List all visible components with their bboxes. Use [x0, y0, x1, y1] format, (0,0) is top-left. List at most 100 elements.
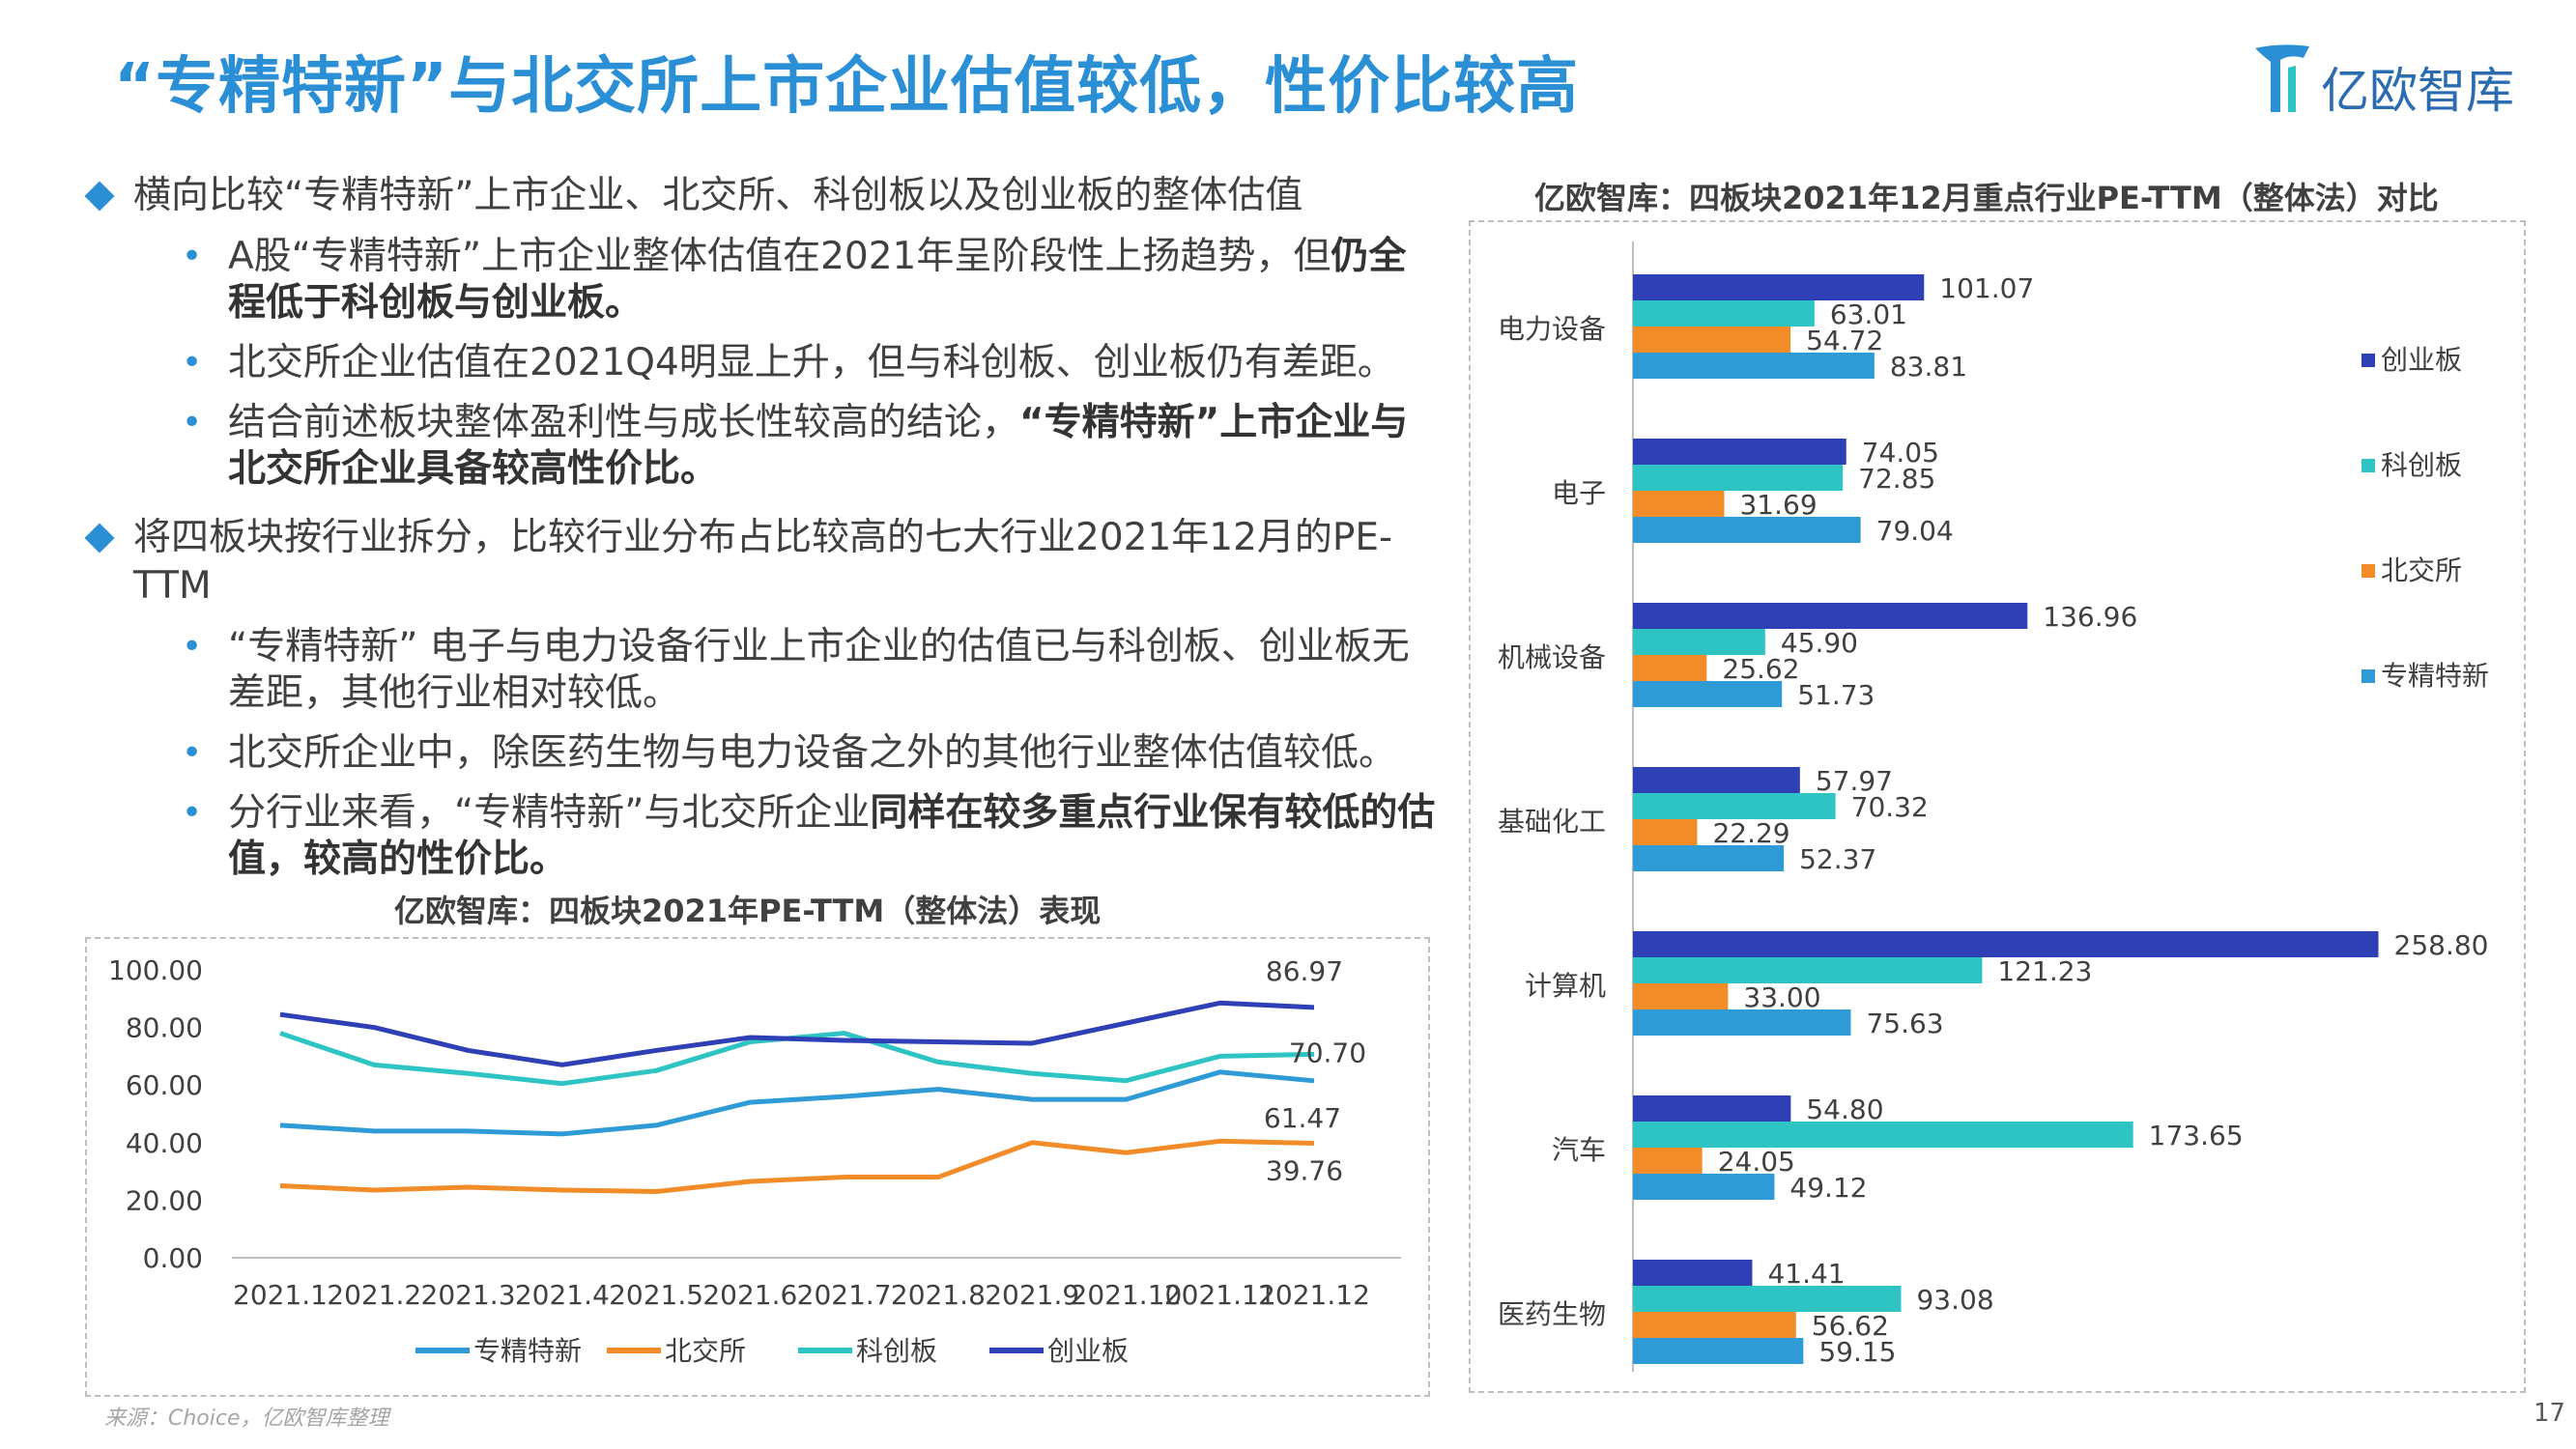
series-line-北交所 [279, 1138, 1315, 1194]
bar-专精特新 [1633, 517, 1861, 543]
bar-value-label: 83.81 [1890, 351, 1967, 383]
x-tick-label: 2021.10 [1071, 1279, 1183, 1311]
y-tick-label: 20.00 [126, 1184, 203, 1216]
x-tick-label: 2021.5 [609, 1279, 703, 1311]
x-tick-label: 2021.6 [702, 1279, 797, 1311]
bar-value-label: 57.97 [1816, 765, 1893, 797]
dot-bullet-icon: • [182, 627, 203, 667]
category-label: 计算机 [1525, 970, 1606, 1002]
bar-value-label: 173.65 [2149, 1120, 2244, 1151]
legend-swatch [2361, 669, 2375, 683]
bullet-text: 分行业来看，“专精特新”与北交所企业 [228, 791, 871, 835]
category-label: 机械设备 [1498, 641, 1606, 673]
bar-value-label: 70.32 [1851, 791, 1929, 823]
sub-bullet: • “专精特新” 电子与电力设备行业上市企业的估值已与科创板、创业板无差距，其他行… [85, 624, 1438, 717]
bar-value-label: 24.05 [1718, 1146, 1795, 1178]
bar-北交所 [1633, 655, 1707, 681]
bar-创业板 [1633, 1095, 1791, 1122]
bar-专精特新 [1633, 1174, 1775, 1200]
logo-icon [2255, 44, 2309, 112]
legend-label: 专精特新 [2381, 660, 2489, 692]
x-tick-label: 2021.4 [515, 1279, 610, 1311]
bar-科创板 [1633, 957, 1983, 983]
bar-value-label: 52.37 [1799, 843, 1876, 875]
bar-科创板 [1633, 793, 1836, 819]
bar-value-label: 22.29 [1712, 817, 1789, 849]
x-tick-label: 2021.9 [985, 1279, 1079, 1311]
line-chart-title: 亿欧智库：四板块2021年PE-TTM（整体法）表现 [394, 893, 1102, 929]
category-label: 汽车 [1552, 1134, 1606, 1166]
series-line-专精特新 [279, 1069, 1315, 1137]
bullet-text: 将四板块按行业拆分，比较行业分布占比较高的七大行业2021年12月的PE-TTM [133, 516, 1393, 608]
legend-label: 专精特新 [473, 1335, 582, 1367]
dot-bullet-icon: • [182, 793, 203, 833]
bar-专精特新 [1633, 1338, 1804, 1364]
bullet-1: 横向比较“专精特新”上市企业、北交所、科创板以及创业板的整体估值 [84, 172, 1438, 220]
legend-swatch [2361, 354, 2375, 367]
bar-value-label: 258.80 [2394, 929, 2489, 961]
end-data-label: 70.70 [1289, 1037, 1366, 1068]
bar-chart-title: 亿欧智库：四板块2021年12月重点行业PE-TTM（整体法）对比 [1534, 180, 2439, 216]
x-tick-label: 2021.12 [1258, 1279, 1370, 1311]
legend-swatch [2361, 564, 2375, 578]
bar-创业板 [1633, 931, 2379, 957]
bar-value-label: 49.12 [1789, 1172, 1867, 1204]
bar-value-label: 101.07 [1939, 272, 2034, 304]
page-number: 17 [2533, 1399, 2566, 1428]
bar-value-label: 74.05 [1862, 437, 1939, 469]
bar-value-label: 79.04 [1876, 515, 1954, 547]
bar-科创板 [1633, 465, 1844, 491]
line-chart-frame: 0.00 20.00 40.00 60.00 80.00 100.00 2021.1 2021… [85, 937, 1430, 1397]
bar-创业板 [1633, 767, 1800, 793]
sub-bullet: • 结合前述板块整体盈利性与成长性较高的结论，“专精特新”上市企业与北交所企业具备… [85, 400, 1438, 493]
bar-value-label: 121.23 [1997, 955, 2092, 987]
x-tick-label: 2021.7 [797, 1279, 892, 1311]
category-label: 电子 [1552, 477, 1606, 509]
bar-创业板 [1633, 274, 1925, 300]
bar-专精特新 [1633, 353, 1875, 379]
bullet-bold-text: “专精特新”上市企业与北交所企业具备较高性价比。 [228, 401, 1409, 491]
bar-value-label: 54.72 [1806, 325, 1883, 356]
legend-label: 北交所 [2381, 554, 2462, 586]
bar-value-label: 63.01 [1830, 298, 1907, 330]
y-tick-label: 80.00 [126, 1012, 203, 1044]
bar-value-label: 72.85 [1858, 463, 1935, 495]
bullet-text: 北交所企业估值在2021Q4明显上升，但与科创板、创业板仍有差距。 [228, 341, 1395, 384]
logo-text: 亿欧智库 [2321, 63, 2514, 119]
bar-专精特新 [1633, 1009, 1851, 1036]
category-label: 电力设备 [1498, 313, 1606, 345]
page-title: “专精特新”与北交所上市企业估值较低，性价比较高 [114, 51, 1580, 123]
diamond-bullet-icon [84, 181, 115, 212]
series-line-创业板 [279, 1000, 1315, 1067]
sub-bullet: • 北交所企业估值在2021Q4明显上升，但与科创板、创业板仍有差距。 [85, 340, 1438, 386]
bar-北交所 [1633, 1148, 1703, 1174]
x-tick-label: 2021.11 [1164, 1279, 1276, 1311]
sub-bullet: • A股“专精特新”上市企业整体估值在2021年呈阶段性上扬趋势，但仍全程低于科创… [85, 234, 1438, 327]
legend-label: 科创板 [2381, 449, 2462, 481]
bar-value-label: 56.62 [1812, 1310, 1889, 1342]
bar-北交所 [1633, 327, 1791, 353]
bullet-text: 北交所企业中，除医药生物与电力设备之外的其他行业整体估值较低。 [228, 731, 1397, 775]
dot-bullet-icon: • [182, 343, 203, 383]
bar-value-label: 41.41 [1767, 1258, 1845, 1290]
bar-value-label: 33.00 [1743, 981, 1820, 1013]
y-tick-label: 0.00 [143, 1242, 203, 1274]
end-data-label: 86.97 [1266, 955, 1343, 987]
bar-专精特新 [1633, 845, 1785, 871]
x-tick-label: 2021.1 [233, 1279, 328, 1311]
bar-科创板 [1633, 1286, 1902, 1312]
y-tick-label: 100.00 [108, 954, 203, 986]
diamond-bullet-icon [84, 523, 115, 554]
y-tick-label: 60.00 [126, 1069, 203, 1101]
bar-创业板 [1633, 603, 2028, 629]
legend-label: 科创板 [856, 1335, 937, 1367]
bar-value-label: 54.80 [1806, 1094, 1883, 1125]
x-tick-label: 2021.2 [327, 1279, 421, 1311]
category-label: 基础化工 [1498, 806, 1606, 838]
bar-专精特新 [1633, 681, 1783, 707]
x-tick-label: 2021.3 [421, 1279, 516, 1311]
bar-科创板 [1633, 300, 1815, 327]
bar-北交所 [1633, 819, 1698, 845]
bullet-bold-text: 同样在较多重点行业保有较低的估值，较高的性价比。 [228, 791, 1436, 881]
bar-value-label: 93.08 [1916, 1284, 1993, 1316]
